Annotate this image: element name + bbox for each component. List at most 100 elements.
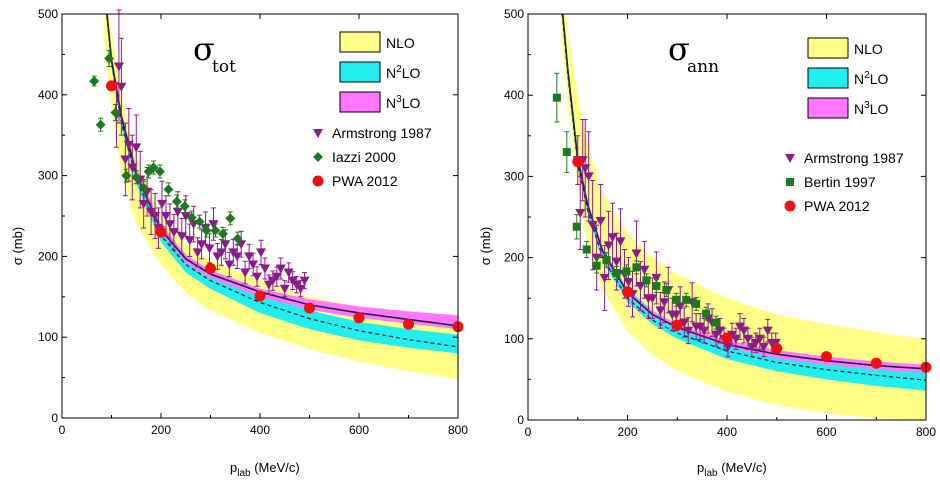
data-point [821, 351, 832, 363]
y-tick-label: 400 [38, 88, 58, 102]
data-point [738, 326, 749, 336]
data-point [240, 268, 251, 278]
data-point [232, 252, 243, 262]
data-point [104, 53, 115, 64]
legend-swatch [807, 97, 849, 119]
data-point [254, 290, 266, 302]
y-tick-label: 500 [38, 7, 58, 21]
data-point [662, 286, 671, 295]
data-point [204, 244, 215, 254]
data-point [623, 277, 634, 287]
legend-label: Iazzi 2000 [332, 149, 396, 165]
data-point [682, 295, 691, 304]
legend-item-series: PWA 2012 [784, 198, 870, 214]
data-point [225, 213, 236, 224]
legend-marker [786, 178, 794, 186]
data-point [271, 272, 282, 282]
data-point [196, 240, 207, 250]
data-point [612, 269, 621, 278]
data-point [572, 222, 581, 231]
data-point [220, 240, 231, 250]
data-point [607, 233, 618, 243]
data-point [611, 257, 622, 267]
legend-label: Bertin 1997 [804, 174, 876, 190]
series-pwa-2012 [106, 80, 464, 333]
dashed-curve [106, 14, 458, 348]
data-point [295, 284, 306, 294]
data-point [552, 93, 561, 102]
data-point [123, 140, 134, 150]
nlo-band [104, 14, 458, 380]
legend-marker [313, 129, 323, 138]
data-point [252, 272, 263, 282]
data-point [299, 276, 310, 286]
data-point [275, 264, 286, 274]
y-tick-label: 0 [51, 411, 58, 425]
series-iazzi-2000 [89, 49, 243, 246]
data-point [712, 318, 721, 327]
data-point [631, 249, 642, 259]
data-point [192, 248, 203, 258]
legend-item-band: N2LO [339, 61, 420, 83]
data-point [675, 302, 686, 312]
data-point [224, 260, 235, 270]
x-label-sub: lab [704, 468, 718, 479]
x-tick-label: 800 [448, 423, 468, 437]
data-point [120, 155, 131, 165]
tick-layer: 0 200 400 600 800 0 100 200 300 400 500 [504, 7, 936, 439]
legend-marker [785, 154, 795, 163]
data-point [622, 286, 633, 298]
data-point [255, 248, 266, 258]
data-point [244, 252, 255, 262]
data-point [702, 309, 711, 318]
data-point [106, 80, 117, 92]
x-tick-label: 0 [59, 423, 66, 437]
data-point [216, 248, 227, 258]
data-point [602, 256, 611, 265]
series-pwa-2012 [572, 156, 932, 373]
legend-label: PWA 2012 [332, 173, 398, 189]
data-point [651, 273, 662, 283]
data-point [692, 299, 701, 308]
legend-marker [312, 175, 324, 187]
data-point [672, 295, 681, 304]
legend-marker [313, 152, 323, 162]
y-tick-label: 500 [504, 7, 524, 21]
data-point [758, 342, 769, 352]
data-point [201, 225, 212, 236]
legend-marker [784, 200, 796, 212]
chart-symbol: σ [193, 30, 215, 68]
y-tick-label: 100 [38, 330, 58, 344]
data-point [248, 260, 259, 270]
data-point [186, 212, 197, 223]
legend-label: PWA 2012 [804, 198, 870, 214]
data-point [603, 241, 614, 251]
chart-symbol-subscript: tot [212, 57, 236, 77]
legend-swatch [807, 67, 849, 89]
data-point [699, 326, 710, 336]
y-axis-label: σ (mb) [478, 227, 493, 265]
data-point [131, 172, 142, 183]
legend-item-series: Bertin 1997 [786, 174, 876, 190]
data-point [671, 310, 682, 320]
band-layer [104, 14, 458, 380]
data-point [194, 216, 205, 227]
data-point [172, 207, 183, 217]
data-point [95, 119, 106, 130]
x-tick-label: 200 [151, 423, 171, 437]
data-point [160, 212, 171, 221]
x-tick-label: 200 [617, 425, 637, 439]
data-point [730, 334, 741, 344]
data-point [632, 263, 641, 272]
x-label-main: p [697, 460, 704, 475]
legend-item-band: NLO [807, 37, 883, 59]
data-point [155, 226, 167, 238]
data-point [639, 265, 650, 275]
data-point [679, 318, 690, 328]
data-point [168, 228, 179, 238]
data-point [138, 199, 149, 209]
legend-item-band: N2LO [807, 67, 888, 89]
data-point [722, 342, 733, 352]
